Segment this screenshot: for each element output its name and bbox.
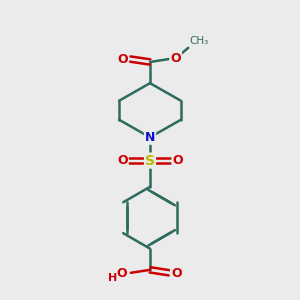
Text: O: O — [117, 267, 127, 280]
Text: O: O — [118, 52, 128, 65]
Text: N: N — [145, 131, 155, 144]
Text: O: O — [170, 52, 181, 65]
Text: S: S — [145, 154, 155, 168]
Text: O: O — [117, 154, 128, 167]
Text: H: H — [108, 273, 117, 283]
Text: O: O — [172, 154, 183, 167]
Text: O: O — [171, 267, 181, 280]
Text: CH₃: CH₃ — [189, 36, 208, 46]
